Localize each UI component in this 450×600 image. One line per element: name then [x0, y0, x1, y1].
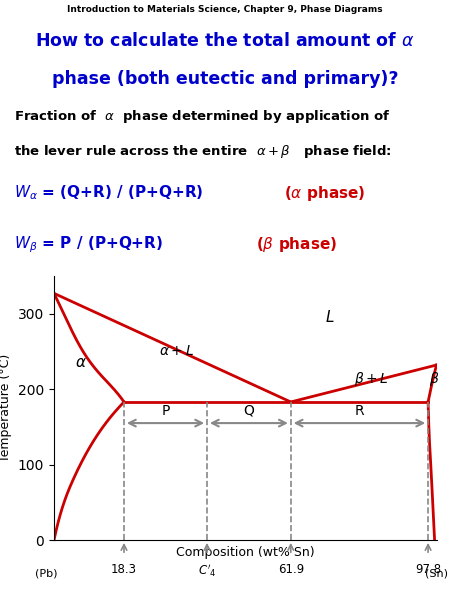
Text: $L$: $L$ — [324, 310, 334, 325]
Text: (Pb): (Pb) — [35, 569, 58, 578]
Text: Q: Q — [243, 404, 254, 418]
Text: R: R — [355, 404, 364, 418]
Text: Fraction of  $\alpha$  phase determined by application of: Fraction of $\alpha$ phase determined by… — [14, 108, 390, 125]
Text: phase (both eutectic and primary)?: phase (both eutectic and primary)? — [52, 70, 398, 88]
Text: 18.3: 18.3 — [111, 563, 137, 575]
Text: $\beta + L$: $\beta + L$ — [354, 370, 389, 388]
Y-axis label: Temperature (°C): Temperature (°C) — [0, 354, 12, 462]
Text: P: P — [161, 404, 170, 418]
Text: 97.8: 97.8 — [415, 563, 441, 575]
Text: $\alpha$: $\alpha$ — [75, 355, 87, 370]
Text: Introduction to Materials Science, Chapter 9, Phase Diagrams: Introduction to Materials Science, Chapt… — [67, 5, 383, 14]
Text: ($\beta$ phase): ($\beta$ phase) — [256, 235, 338, 254]
Text: $\beta$: $\beta$ — [429, 370, 440, 388]
Text: How to calculate the total amount of $\alpha$: How to calculate the total amount of $\a… — [35, 32, 415, 50]
Text: ($\alpha$ phase): ($\alpha$ phase) — [284, 184, 365, 203]
Text: the lever rule across the entire  $\alpha + \beta$   phase field:: the lever rule across the entire $\alpha… — [14, 143, 392, 160]
Text: $W_\beta$ = P / (P+Q+R): $W_\beta$ = P / (P+Q+R) — [14, 235, 162, 256]
Text: $\alpha + L$: $\alpha + L$ — [159, 344, 194, 358]
Text: 61.9: 61.9 — [278, 563, 304, 575]
Text: (Sn): (Sn) — [425, 569, 448, 578]
Text: $W_\alpha$ = (Q+R) / (P+Q+R): $W_\alpha$ = (Q+R) / (P+Q+R) — [14, 184, 203, 202]
X-axis label: Composition (wt% Sn): Composition (wt% Sn) — [176, 545, 315, 559]
Text: $C'_4$: $C'_4$ — [198, 563, 216, 579]
